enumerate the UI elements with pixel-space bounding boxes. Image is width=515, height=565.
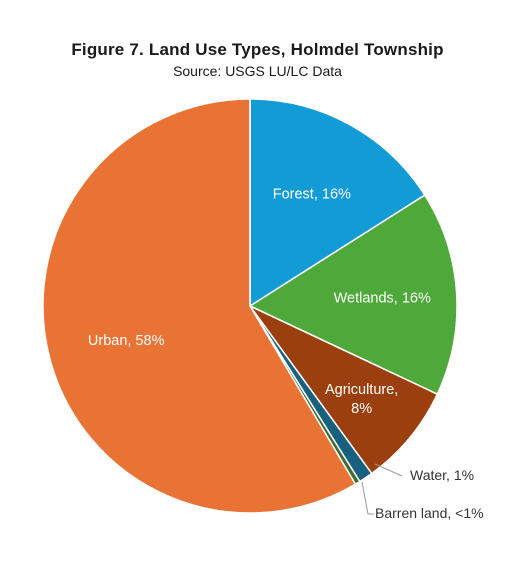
slice-label-agriculture: Agriculture, 8% xyxy=(325,382,398,417)
chart-subtitle: Source: USGS LU/LC Data xyxy=(173,63,342,79)
leader-line-barren-land xyxy=(361,481,374,515)
slice-label-forest: Forest, 16% xyxy=(273,187,351,203)
pie-slice-forest xyxy=(249,98,426,308)
chart-title: Figure 7. Land Use Types, Holmdel Townsh… xyxy=(71,40,444,59)
slice-label-water: Water, 1% xyxy=(410,467,474,483)
pie-slice-wetlands xyxy=(248,194,458,396)
slice-label-barren-land: Barren land, <1% xyxy=(375,505,484,521)
slice-label-wetlands: Wetlands, 16% xyxy=(334,291,431,307)
slice-label-urban: Urban, 58% xyxy=(88,333,165,349)
leader-line-water xyxy=(374,463,403,477)
pie-slice-urban xyxy=(42,98,357,514)
pie-slice-agriculture xyxy=(249,305,439,475)
